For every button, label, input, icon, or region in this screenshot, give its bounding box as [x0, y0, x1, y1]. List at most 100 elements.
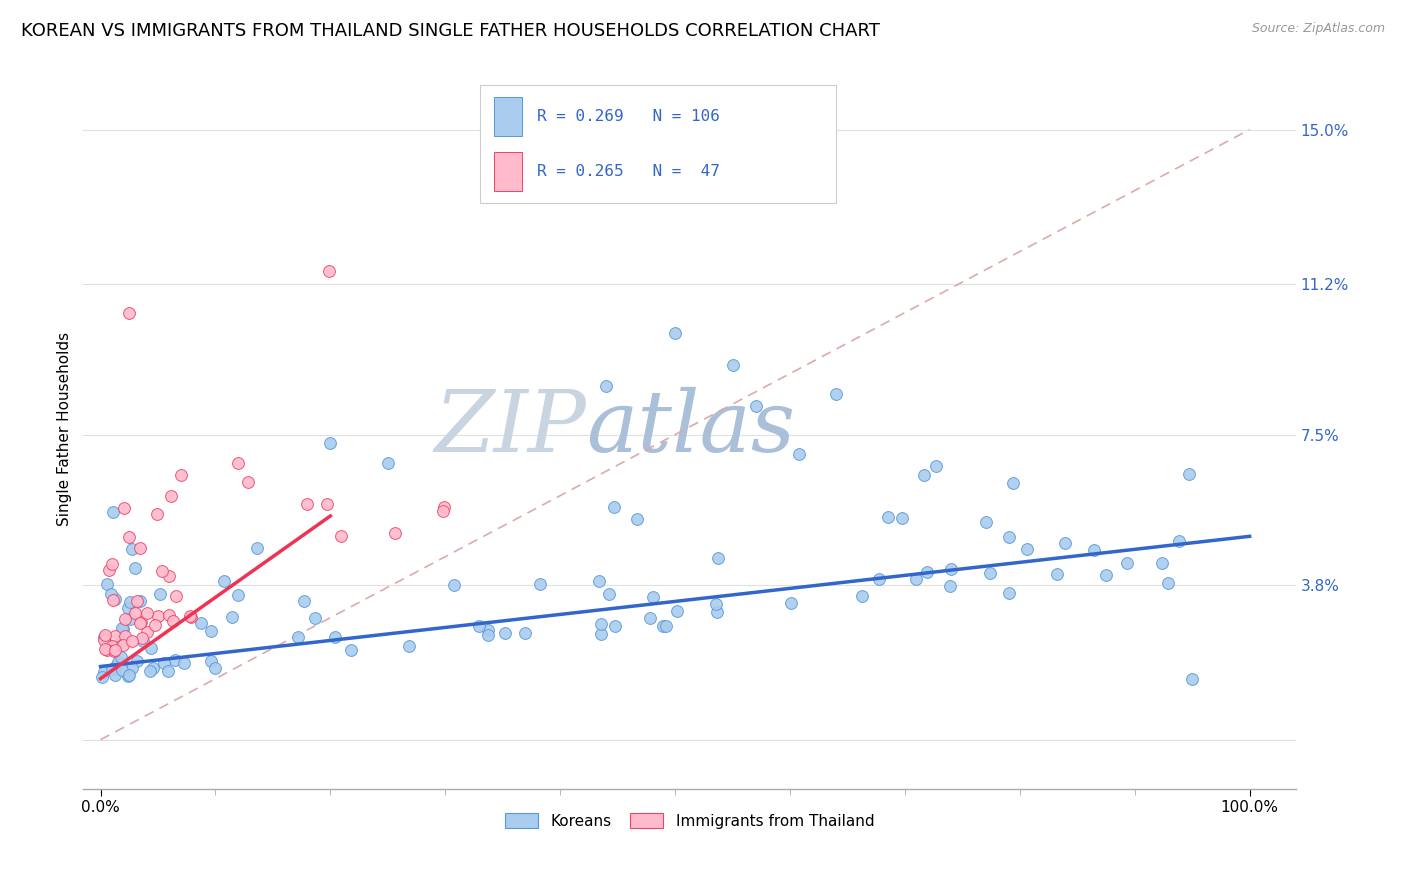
Point: [939, 578, 962, 592]
Point: [1150, 556, 1173, 570]
Point: [111, 663, 134, 677]
Point: [100, 587, 122, 601]
Point: [641, 590, 664, 604]
Point: [114, 629, 136, 643]
Point: [1168, 534, 1191, 549]
Point: [93, 642, 115, 657]
Point: [100, 640, 122, 654]
Point: [190, 615, 212, 630]
FancyBboxPatch shape: [494, 97, 522, 136]
Point: [129, 541, 152, 555]
Point: [398, 639, 420, 653]
Point: [998, 586, 1021, 600]
Point: [118, 530, 141, 544]
Point: [513, 626, 536, 640]
Point: [121, 661, 143, 675]
Point: [152, 564, 174, 578]
Point: [595, 379, 617, 393]
Point: [110, 649, 132, 664]
Text: ZIP: ZIP: [434, 387, 586, 470]
Point: [297, 497, 319, 511]
Point: [825, 387, 848, 401]
Y-axis label: Single Father Households: Single Father Households: [58, 332, 72, 525]
Point: [1083, 543, 1105, 558]
Point: [165, 589, 187, 603]
Point: [377, 456, 399, 470]
Point: [1015, 541, 1038, 556]
Point: [228, 588, 250, 602]
Point: [94, 628, 117, 642]
Point: [979, 566, 1001, 581]
Point: [111, 622, 134, 636]
Point: [170, 468, 193, 483]
Point: [111, 621, 134, 635]
Point: [666, 604, 689, 618]
Point: [101, 505, 124, 519]
Point: [1157, 575, 1180, 590]
Point: [148, 587, 170, 601]
Point: [146, 507, 169, 521]
Point: [323, 630, 346, 644]
Point: [136, 624, 159, 639]
Point: [93, 665, 115, 679]
Point: [787, 447, 810, 461]
Point: [111, 638, 134, 652]
Point: [146, 608, 169, 623]
Point: [744, 399, 766, 413]
Point: [104, 668, 127, 682]
Point: [173, 657, 195, 671]
FancyBboxPatch shape: [494, 152, 522, 191]
Point: [706, 605, 728, 619]
Point: [180, 610, 202, 624]
Point: [494, 626, 516, 640]
Point: [129, 616, 152, 631]
Point: [1095, 568, 1118, 582]
Point: [939, 562, 962, 576]
Point: [204, 660, 226, 674]
Point: [128, 594, 150, 608]
Point: [153, 656, 176, 670]
Point: [529, 577, 551, 591]
Point: [104, 643, 127, 657]
Point: [96, 642, 118, 657]
Point: [603, 619, 626, 633]
Point: [118, 612, 141, 626]
Point: [162, 614, 184, 628]
Point: [868, 572, 890, 586]
Legend: Koreans, Immigrants from Thailand: Koreans, Immigrants from Thailand: [499, 806, 880, 835]
Point: [588, 574, 610, 589]
Point: [780, 596, 803, 610]
Point: [638, 611, 661, 625]
Text: KOREAN VS IMMIGRANTS FROM THAILAND SINGLE FATHER HOUSEHOLDS CORRELATION CHART: KOREAN VS IMMIGRANTS FROM THAILAND SINGL…: [21, 22, 880, 40]
Point: [1046, 566, 1069, 581]
Point: [129, 615, 152, 630]
Point: [93, 630, 115, 644]
Point: [655, 619, 678, 633]
Point: [330, 529, 353, 543]
Point: [591, 617, 613, 632]
Point: [125, 594, 148, 608]
Point: [443, 578, 465, 592]
Point: [104, 629, 127, 643]
Point: [141, 641, 163, 656]
Point: [228, 456, 250, 470]
Point: [157, 607, 180, 622]
Point: [107, 656, 129, 670]
Point: [125, 654, 148, 668]
Point: [974, 515, 997, 529]
Point: [104, 591, 127, 606]
Point: [200, 654, 222, 668]
Point: [101, 592, 124, 607]
Point: [925, 458, 948, 473]
Point: [103, 644, 125, 658]
Point: [905, 572, 928, 586]
Point: [96, 577, 118, 591]
Point: [1181, 672, 1204, 686]
Point: [914, 467, 936, 482]
Point: [120, 595, 142, 609]
Point: [118, 305, 141, 319]
Point: [915, 566, 938, 580]
Point: [292, 594, 315, 608]
Point: [1178, 467, 1201, 482]
Point: [1002, 476, 1025, 491]
